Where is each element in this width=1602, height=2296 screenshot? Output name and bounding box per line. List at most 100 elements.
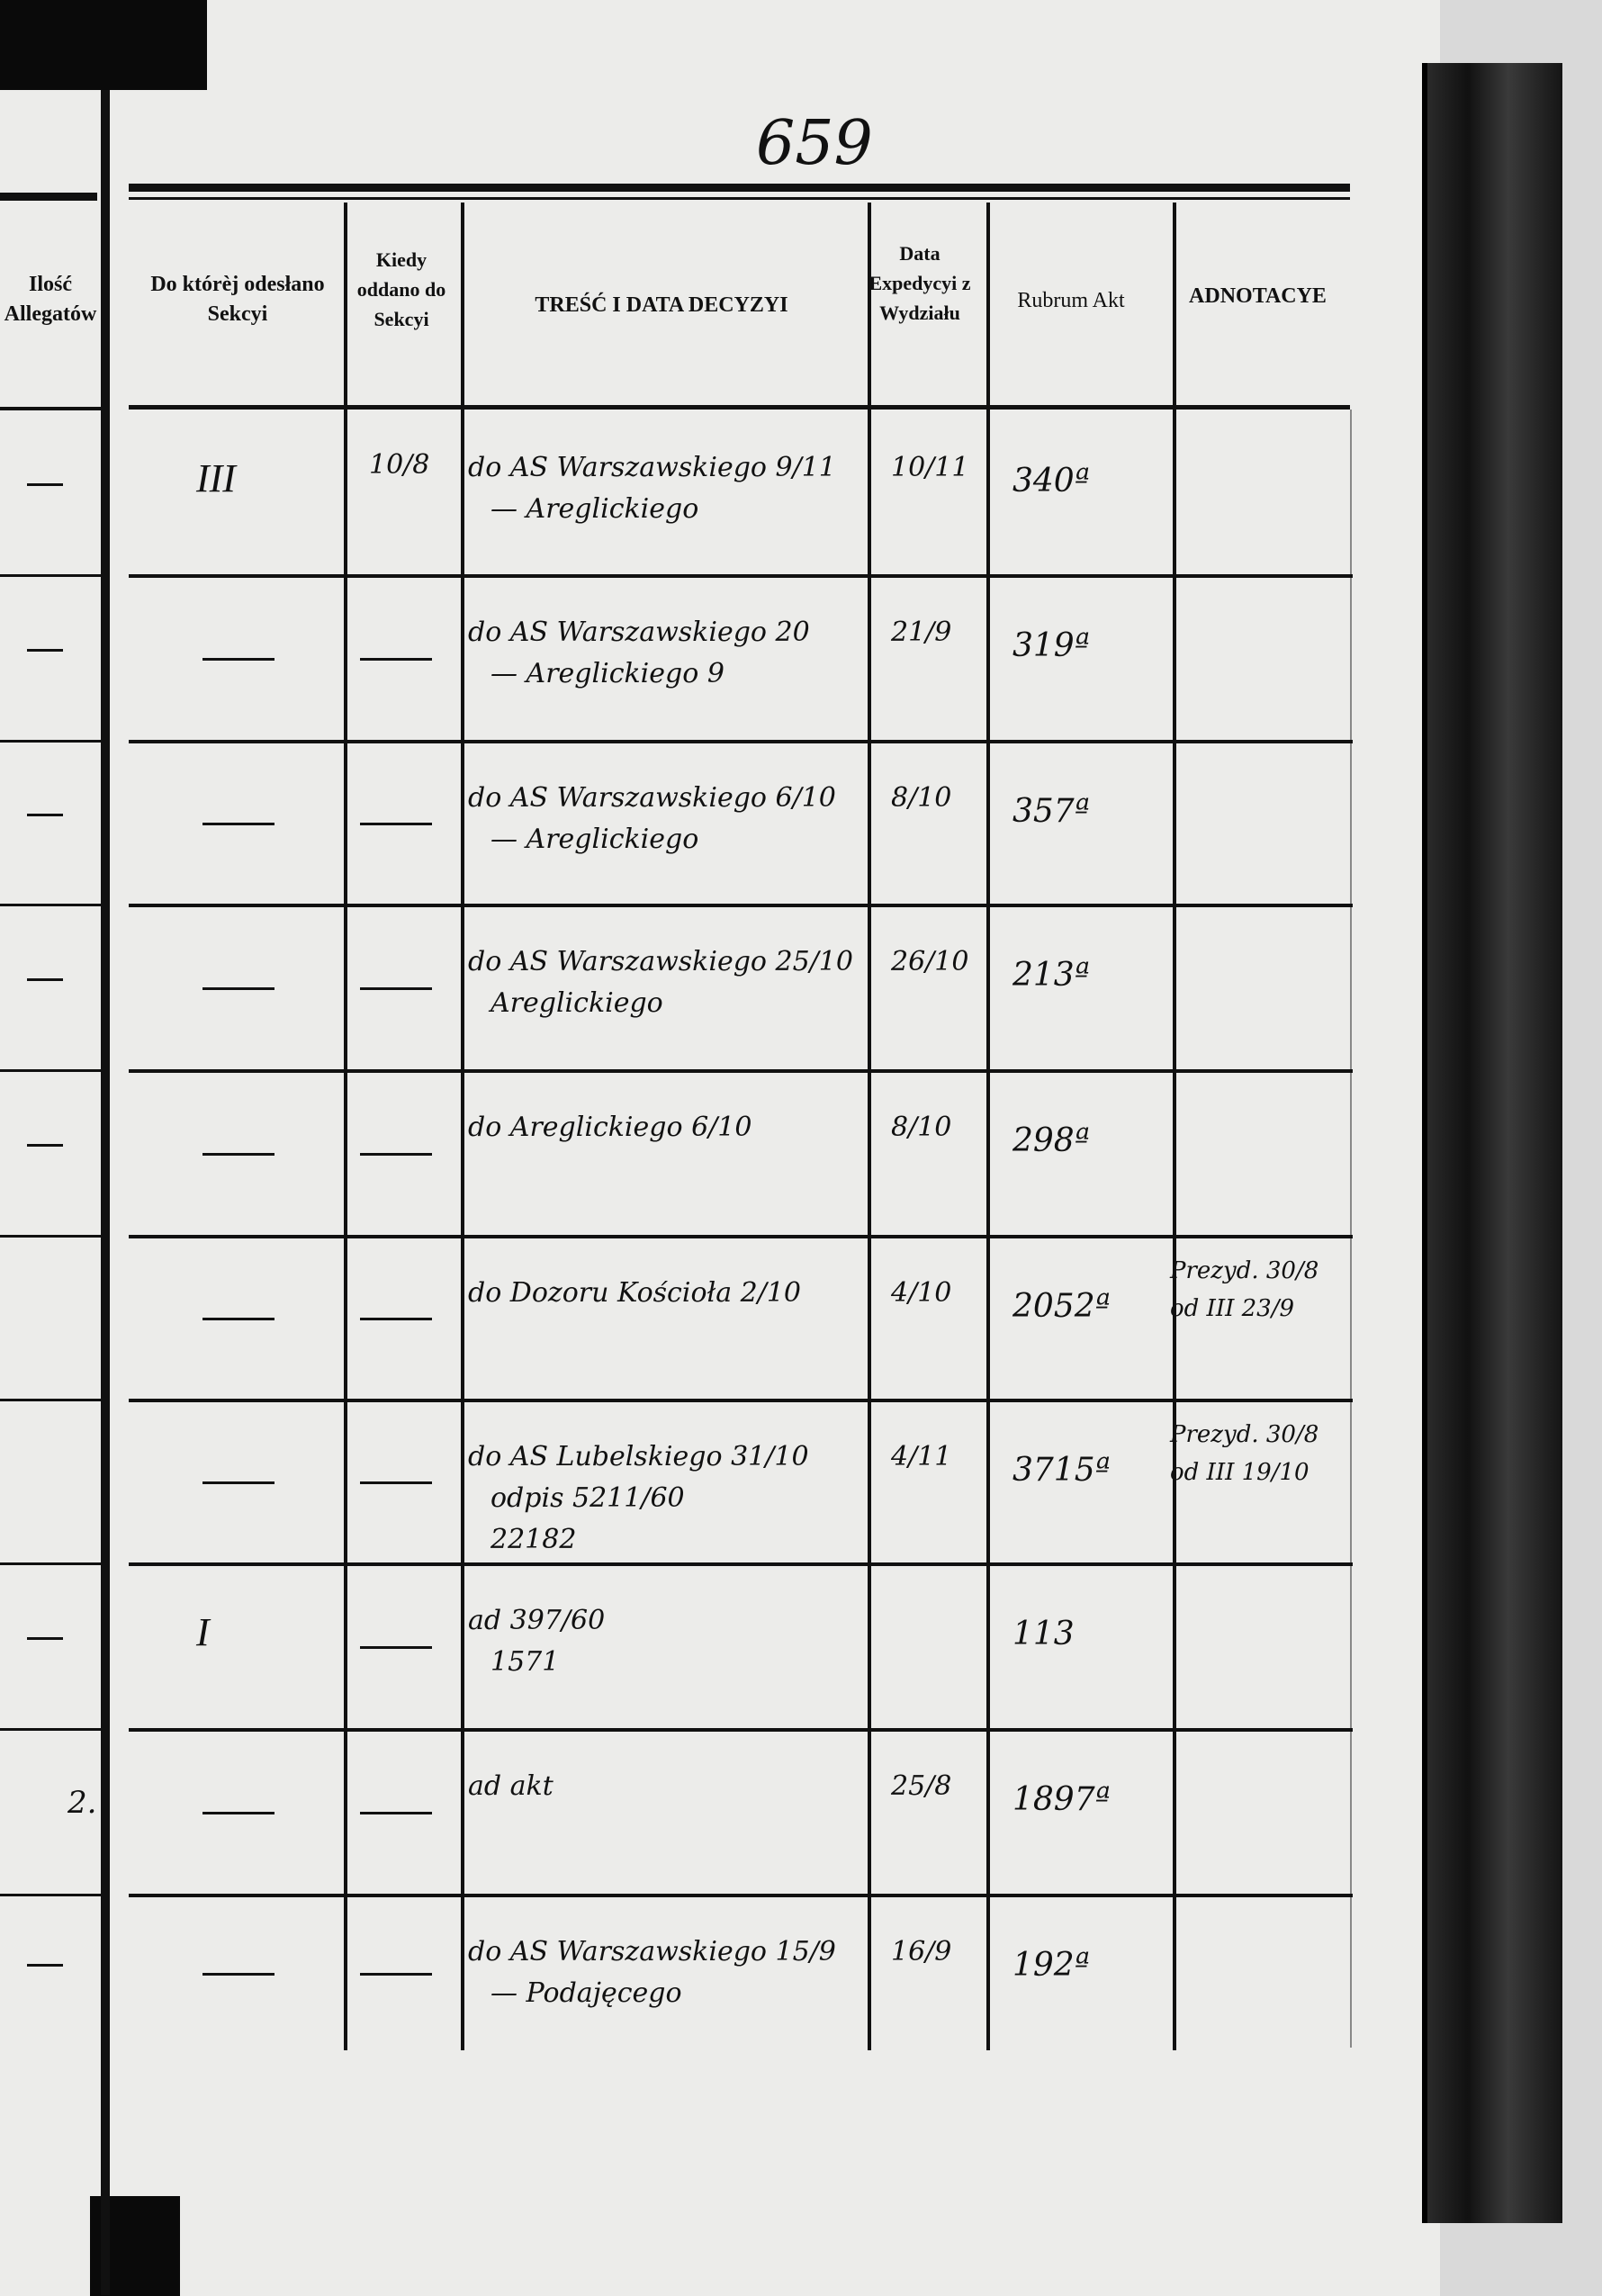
rubrum-number: 298ª: [1012, 1122, 1090, 1159]
scan-border: [0, 0, 207, 90]
expedition-date: 26/10: [891, 946, 969, 977]
sekcja-dash: [202, 822, 274, 825]
header-adnotacye: ADNOTACYE: [1189, 284, 1327, 308]
decision-text-line: 22182: [490, 1524, 577, 1555]
decision-text-line: do AS Warszawskiego 20: [468, 617, 810, 648]
top-rule: [129, 184, 1350, 192]
kiedy-dash: [360, 822, 432, 825]
decision-text-line: 1571: [490, 1646, 560, 1678]
decision-text-line: do AS Warszawskiego 15/9: [468, 1936, 836, 1967]
row-divider: [129, 1069, 1353, 1073]
row-divider-left: [0, 574, 101, 577]
column-divider: [344, 203, 347, 2050]
column-divider: [461, 203, 464, 2050]
sekcja-dash: [202, 986, 274, 990]
annotation-line: od III 19/10: [1170, 1459, 1310, 1486]
row-divider-left: [0, 1069, 101, 1072]
sekcja-dash: [202, 1317, 274, 1320]
row-divider: [129, 1235, 1353, 1238]
row-divider-left: [0, 1399, 101, 1401]
kiedy-dash: [360, 1152, 432, 1156]
sekcja-dash: [202, 1481, 274, 1484]
left-page-edge: [101, 90, 110, 2295]
top-rule-thin: [129, 197, 1350, 200]
row-divider: [129, 1728, 1353, 1732]
expedition-date: 4/11: [891, 1441, 952, 1472]
row-divider-left: [0, 740, 101, 743]
book-binding: [1427, 63, 1562, 2223]
decision-text-line: — Podajęcego: [490, 1977, 682, 2009]
expedition-date: 10/11: [891, 452, 969, 483]
sekcja-dash: [202, 1811, 274, 1814]
row-divider-left: [0, 1728, 101, 1731]
header-allegaty: Ilość Allegatów: [4, 273, 97, 326]
kiedy-value: 10/8: [369, 449, 430, 481]
column-divider: [986, 203, 990, 2050]
sekcja-dash: [202, 1152, 274, 1156]
allegaty-count: 2.: [68, 1784, 97, 1821]
row-divider: [129, 574, 1353, 578]
kiedy-dash: [360, 1811, 432, 1814]
row-divider-left: [0, 1894, 101, 1896]
kiedy-dash: [360, 986, 432, 990]
row-divider-left: [0, 904, 101, 906]
expedition-date: 4/10: [891, 1277, 952, 1309]
decision-text-line: — Areglickiego 9: [490, 658, 724, 689]
kiedy-dash: [360, 1317, 432, 1320]
allegaty-dash: [27, 648, 63, 652]
ledger-page: [0, 0, 1440, 2296]
header-tresc: TREŚĆ I DATA DECYZYI: [535, 293, 788, 317]
decision-text-line: — Areglickiego: [490, 824, 699, 855]
row-divider-left: [0, 1235, 101, 1238]
allegaty-dash: [27, 1636, 63, 1640]
decision-text-line: ad akt: [468, 1770, 554, 1802]
row-divider: [129, 1399, 1353, 1402]
expedition-date: 8/10: [891, 1112, 952, 1143]
right-border: [1350, 410, 1352, 2048]
header-kiedy: Kiedy oddano do Sekcyi: [356, 248, 446, 330]
decision-text-line: do AS Lubelskiego 31/10: [468, 1441, 809, 1472]
decision-text-line: do Areglickiego 6/10: [468, 1112, 752, 1143]
annotation-line: Prezyd. 30/8: [1170, 1421, 1319, 1448]
expedition-date: 21/9: [891, 617, 952, 648]
sekcja-dash: [202, 657, 274, 661]
decision-text-line: ad 397/60: [468, 1605, 606, 1636]
annotation-line: od III 23/9: [1170, 1295, 1295, 1322]
header-rule: [129, 405, 1350, 410]
row-divider: [129, 1562, 1353, 1566]
top-rule-left: [0, 193, 97, 201]
allegaty-dash: [27, 1143, 63, 1147]
kiedy-dash: [360, 1645, 432, 1649]
decision-text-line: do Dozoru Kościoła 2/10: [468, 1277, 802, 1309]
decision-text-line: do AS Warszawskiego 25/10: [468, 946, 853, 977]
rubrum-number: 357ª: [1012, 793, 1090, 830]
rubrum-number: 3715ª: [1012, 1452, 1111, 1489]
decision-text-line: — Areglickiego: [490, 493, 699, 525]
row-divider: [129, 904, 1353, 907]
rubrum-number: 319ª: [1012, 627, 1090, 664]
expedition-date: 8/10: [891, 782, 952, 814]
header-expedycja: Data Expedycyi z Wydziału: [868, 242, 971, 324]
kiedy-dash: [360, 657, 432, 661]
header-rubrum: Rubrum Akt: [1017, 289, 1125, 312]
rubrum-number: 113: [1012, 1616, 1075, 1652]
sekcja-value: III: [196, 456, 236, 501]
kiedy-dash: [360, 1481, 432, 1484]
decision-text-line: do AS Warszawskiego 6/10: [468, 782, 836, 814]
rubrum-number: 213ª: [1012, 957, 1090, 994]
row-divider: [129, 1894, 1353, 1897]
binding-edge: [1422, 63, 1431, 2223]
annotation-line: Prezyd. 30/8: [1170, 1257, 1319, 1284]
column-divider: [868, 203, 871, 2050]
decision-text-line: odpis 5211/60: [490, 1482, 685, 1514]
row-divider: [129, 740, 1353, 743]
page-number: 659: [756, 108, 873, 179]
expedition-date: 25/8: [891, 1770, 952, 1802]
rubrum-number: 192ª: [1012, 1947, 1090, 1984]
kiedy-dash: [360, 1973, 432, 1976]
sekcja-dash: [202, 1973, 274, 1976]
decision-text-line: do AS Warszawskiego 9/11: [468, 452, 836, 483]
allegaty-dash: [27, 977, 63, 981]
column-divider: [1173, 203, 1176, 2050]
allegaty-dash: [27, 1964, 63, 1967]
